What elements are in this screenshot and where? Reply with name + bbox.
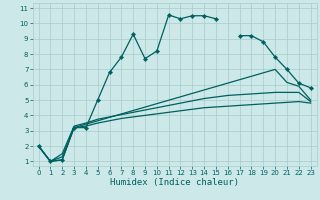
X-axis label: Humidex (Indice chaleur): Humidex (Indice chaleur) — [110, 178, 239, 187]
